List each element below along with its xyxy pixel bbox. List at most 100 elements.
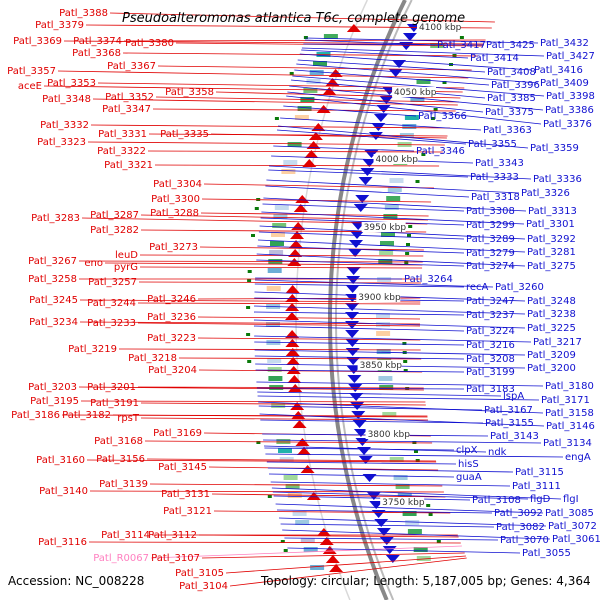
feature-bar (294, 115, 309, 120)
gene-label: Patl_3247 (466, 296, 515, 307)
leader-line (155, 96, 459, 103)
gene-label: Patl_3287 (90, 210, 139, 221)
leader-line (294, 69, 490, 86)
reverse-gene-arrow (346, 366, 361, 374)
gene-label: Patl_3313 (528, 206, 577, 217)
forward-gene-arrow (285, 330, 300, 338)
leader-line (112, 414, 428, 418)
gene-label: Patl_3333 (470, 172, 519, 183)
leader-line (229, 557, 467, 587)
feature-bar (376, 322, 390, 327)
tick-mark (459, 36, 464, 39)
feature-bar (381, 232, 395, 237)
leader-line (273, 145, 415, 152)
reverse-gene-arrow (345, 330, 360, 338)
gene-label: Patl_3246 (147, 294, 196, 305)
gene-label: Patl_3281 (527, 247, 576, 258)
gene-label: Patl_3348 (42, 94, 91, 105)
leader-line (63, 40, 484, 45)
leader-line (118, 348, 421, 351)
leader-line (57, 70, 469, 79)
tick-mark (246, 306, 251, 309)
gene-label: leuD (115, 250, 138, 261)
feature-bar (271, 403, 286, 408)
feature-bar (383, 214, 398, 219)
gene-label: Patl_3380 (125, 38, 174, 49)
feature-bar (379, 250, 394, 255)
gene-label: Patl_3427 (546, 51, 595, 62)
gene-label: Patl_3396 (491, 80, 540, 91)
leader-line (137, 302, 421, 305)
gene-label: Patl_3140 (39, 486, 88, 497)
leader-line (89, 490, 444, 493)
forward-gene-arrow (291, 411, 306, 419)
gene-label: Patl_3146 (546, 421, 595, 432)
label-leader-lines (43, 12, 564, 587)
forward-gene-arrow (286, 357, 301, 365)
kbp-label: 3750 kbp (382, 498, 425, 508)
feature-bar (310, 565, 325, 570)
leader-line (301, 49, 469, 59)
kbp-label-bg (380, 497, 425, 507)
gene-label: clpX (456, 445, 478, 456)
kbp-label-bg (357, 360, 402, 370)
gene-label: flgI (563, 494, 579, 505)
leader-line (203, 183, 435, 189)
gene-label: Patl_3409 (540, 78, 589, 89)
leader-line (282, 529, 551, 540)
forward-gene-arrow (285, 339, 300, 347)
leader-line (286, 95, 542, 125)
tick-mark (251, 234, 255, 237)
feature-bar (405, 520, 420, 525)
leader-line (78, 386, 424, 391)
feature-bar (297, 106, 312, 111)
feature-bar (285, 484, 300, 489)
leader-line (297, 59, 486, 73)
leader-line (287, 547, 521, 554)
gene-label: Patl_3385 (487, 93, 536, 104)
gene-label: Patl_3233 (87, 318, 136, 329)
reverse-gene-arrow (355, 438, 370, 446)
leader-line (275, 503, 544, 514)
leader-line (303, 43, 485, 46)
feature-bar (382, 412, 397, 417)
feature-bar (377, 277, 392, 282)
leader-line (254, 279, 494, 288)
kbp-label: 4000 kbp (376, 155, 419, 165)
feature-bar (376, 313, 390, 318)
feature-bar (303, 547, 318, 552)
leader-line (271, 155, 474, 164)
leader-line (149, 483, 443, 487)
leader-line (137, 322, 421, 327)
gene-label: Patl_3357 (7, 66, 56, 77)
feature-bar (278, 448, 292, 453)
leader-line (268, 169, 469, 178)
gene-label: Patl_3223 (147, 333, 196, 344)
leader-line (123, 39, 486, 42)
gene-label: Patl_3274 (466, 261, 515, 272)
backbone-ring (335, 0, 413, 600)
gene-label: Patl_3331 (98, 129, 147, 140)
gene-label: Patl_3299 (466, 220, 515, 231)
gene-label: Patl_3366 (418, 111, 467, 122)
leader-line (197, 337, 421, 341)
feature-bar (402, 124, 417, 129)
gene-label: Patl_3289 (466, 234, 515, 245)
leader-line (208, 466, 439, 471)
leader-line (276, 129, 467, 145)
gene-label: Patl_3367 (107, 61, 156, 72)
gene-label: Patl_3244 (87, 298, 136, 309)
leader-line (255, 369, 465, 373)
leader-line (109, 12, 495, 23)
feature-bar (407, 529, 422, 534)
forward-gene-arrow (293, 204, 308, 212)
leader-line (254, 341, 465, 346)
feature-bar (268, 376, 283, 381)
feature-bar (281, 169, 296, 174)
leader-line (267, 467, 514, 473)
gene-label: Patl_3352 (105, 92, 154, 103)
gene-label: Patl_3323 (37, 137, 86, 148)
leader-line (140, 214, 429, 221)
feature-bar (273, 214, 288, 219)
